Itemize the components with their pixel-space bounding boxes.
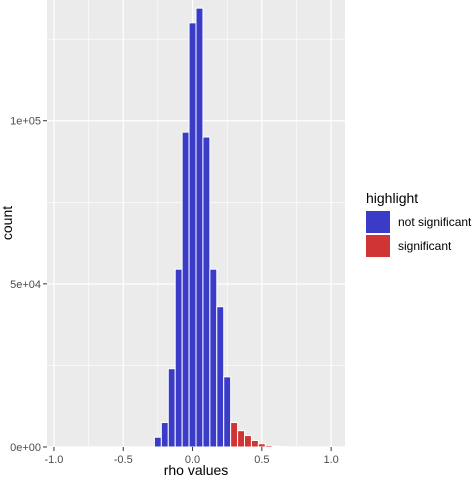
bar (264, 444, 273, 448)
bar (167, 368, 176, 448)
bars (153, 7, 294, 448)
x-tick-label: 1.0 (323, 454, 338, 466)
x-tick-label: -1.0 (44, 454, 63, 466)
x-tick-label: 0.5 (254, 454, 269, 466)
bar (195, 7, 204, 448)
bar (216, 306, 225, 448)
bar (153, 436, 162, 448)
legend: highlight not significant significant (366, 190, 472, 257)
bar (257, 443, 266, 448)
bar (237, 430, 246, 448)
y-axis-title: count (0, 206, 15, 240)
y-tick-label: 0e+00 (10, 442, 41, 454)
bar (209, 268, 218, 448)
bar (223, 376, 232, 448)
bar (174, 268, 183, 448)
x-tick-label: -0.5 (114, 454, 133, 466)
bar (244, 435, 252, 448)
bar (271, 445, 280, 448)
bar (230, 422, 239, 448)
bar (181, 131, 190, 448)
legend-key-not-significant (366, 211, 390, 233)
y-tick-label: 1e+05 (10, 116, 41, 128)
x-tick-label: 0.0 (185, 454, 200, 466)
legend-label-not-significant: not significant (398, 215, 472, 229)
legend-key-significant (366, 235, 390, 257)
bar (202, 136, 211, 448)
bar (250, 439, 259, 448)
x-axis-title: rho values (164, 462, 229, 478)
y-tick-label: 5e+04 (10, 279, 41, 291)
y-axis: 0e+00 5e+04 1e+05 (10, 116, 47, 454)
x-axis: -1.0 -0.5 0.0 0.5 1.0 (44, 447, 339, 466)
bar (160, 422, 169, 448)
bar (188, 22, 197, 448)
legend-title: highlight (366, 190, 418, 206)
legend-label-significant: significant (398, 239, 452, 253)
